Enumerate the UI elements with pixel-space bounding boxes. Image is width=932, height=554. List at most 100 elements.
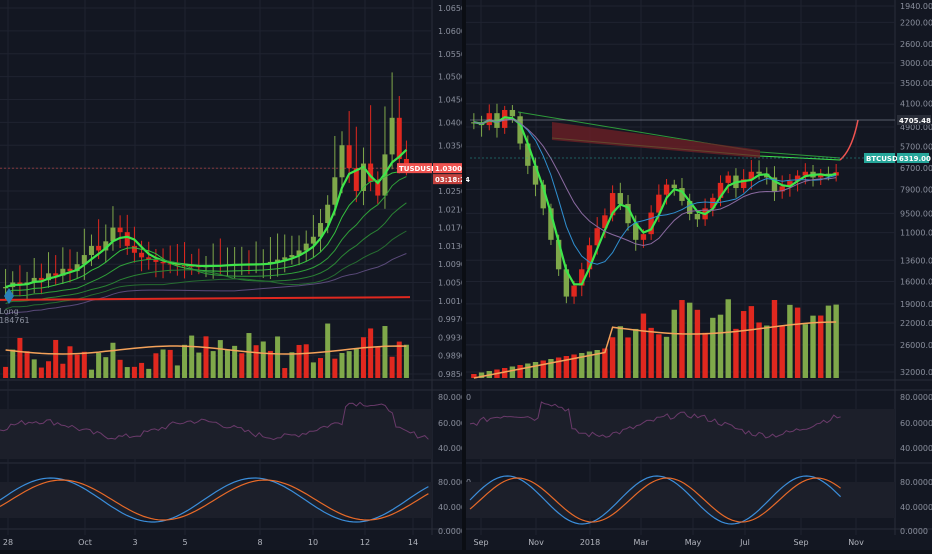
rsi-tick-label: 80.0000 [900,393,932,402]
volume-bar [67,346,73,378]
volume-bar [88,369,94,378]
price-tick-label: 1940.00 [900,2,932,11]
candle-body [671,184,677,189]
volume-bar [224,349,230,378]
volume-bar [501,368,508,378]
price-tick-label: 1.0090 [438,260,466,269]
volume-bar [517,365,523,378]
time-tick-label: 10 [308,538,318,547]
volume-bar [353,348,359,378]
volume-bar [74,354,80,378]
candle-body [594,228,600,246]
volume-bar [153,353,159,378]
price-tick-label: 4100.00 [900,100,932,109]
candle-body [694,213,701,220]
cloud-area [552,122,760,158]
rsi-line [0,401,429,441]
volume-bar [594,350,600,378]
volume-bar [833,304,839,378]
time-tick-label: 12 [360,538,370,547]
candle-body [555,239,562,270]
volume-bar [275,336,281,378]
volume-bar [396,341,402,378]
volume-bar [3,366,9,378]
price-tick-label: 6700.00 [900,164,932,173]
stoch-band [466,482,895,518]
volume-bar [602,348,608,378]
price-tick-label: 1.0350 [438,141,466,150]
price-tick-label: 1.0010 [438,297,466,306]
price-tick-label: 1.0600 [438,27,466,36]
volume-bar [124,367,130,378]
rsi-tick-label: 40.0000 [438,444,471,453]
candle-body [3,287,9,289]
candle-body [617,193,624,204]
candle-body [139,252,145,258]
time-tick-label: 2018 [580,538,600,547]
volume-bar [375,346,381,378]
volume-bar [267,350,273,378]
volume-bar [756,322,762,378]
moving-average-line [473,118,837,247]
volume-bar [671,309,677,378]
candle-body [282,257,288,260]
candle-body [110,227,116,242]
volume-bar [210,351,216,378]
candle-body [389,117,395,155]
volume-bar [663,336,670,378]
volume-bar [160,349,166,378]
price-tick-label: 0.9930 [438,333,466,342]
volume-bar [540,360,546,378]
price-tick-label: 4900.00 [900,123,932,132]
candle-body [396,117,402,159]
long-marker-label: Long [0,307,19,316]
volume-bar [17,337,23,378]
volume-bar [686,302,693,378]
symbol-badge [864,153,895,163]
stoch-k-line [0,477,429,523]
volume-bar [117,359,123,378]
volume-bar [325,323,331,378]
candle-body [81,255,87,265]
candle-body [103,241,109,251]
price-tick-label: 1.0400 [438,118,466,127]
volume-bar [253,345,259,378]
volume-bar [694,309,701,378]
price-tick-label: 1.0550 [438,50,466,59]
volume-bar [10,349,16,378]
candle-body [609,193,616,216]
long-marker-value: +184761 [0,316,30,325]
volume-bar [46,361,52,378]
candle-body [656,194,662,213]
candle-body [679,188,685,201]
volume-bar [368,328,374,378]
volume-bar [779,325,785,378]
candle-body [740,179,747,189]
candle-body [686,200,693,214]
candle-body [648,212,654,235]
candle-body [360,163,366,191]
candle-body [368,163,374,182]
volume-bar [548,359,554,378]
chart-divider[interactable] [462,0,466,550]
time-tick-label: Mar [633,538,649,547]
candle-body [46,273,52,281]
volume-bar [563,356,570,378]
volume-bar [60,363,66,378]
candle-body [486,113,492,126]
time-tick-label: Nov [528,538,544,547]
volume-bar [733,328,739,378]
stoch-band [0,482,432,518]
candle-body [717,182,724,198]
rsi-band [0,409,432,459]
candle-body [124,232,130,246]
volume-bar [725,299,731,378]
price-tick-label: 26000.00 [900,341,932,350]
volume-bar [24,351,30,378]
time-tick-label: 28 [3,538,13,547]
rsi-tick-label: 60.0000 [900,419,932,428]
volume-bar [586,351,593,378]
candle-body [174,264,180,266]
candle-body [794,175,801,182]
